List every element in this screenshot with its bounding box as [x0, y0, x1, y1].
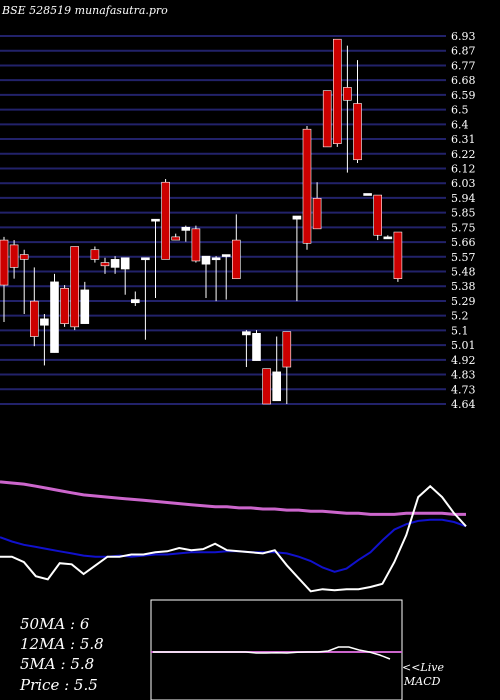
- candle-body: [181, 226, 191, 231]
- candle-body: [90, 249, 100, 260]
- candle-body: [19, 254, 29, 260]
- candle-body: [120, 257, 130, 270]
- price-tick-label: 5.38: [451, 280, 476, 293]
- macd-live-label: <<Live: [402, 661, 444, 674]
- candle-body: [242, 331, 251, 336]
- legend-ma5: 5MA : 5.8: [20, 655, 94, 673]
- price-tick-label: 6.12: [451, 162, 476, 175]
- price-tick-label: 5.75: [451, 221, 476, 234]
- candle-body: [171, 236, 180, 241]
- candle-body: [282, 331, 292, 368]
- candle-body: [141, 257, 150, 261]
- candle-body: [353, 103, 362, 161]
- candle-body: [29, 300, 39, 337]
- price-tick-label: 5.66: [451, 236, 476, 249]
- moving-average-lines: [0, 480, 467, 593]
- price-tick-label: 6.77: [451, 59, 476, 72]
- candle-body: [50, 281, 59, 353]
- candle-body: [343, 87, 352, 101]
- candle-body: [151, 218, 160, 222]
- candle-body: [262, 368, 271, 405]
- price-tick-label: 6.68: [451, 74, 476, 87]
- candle-body: [322, 90, 332, 148]
- price-tick-label: 5.94: [451, 192, 476, 205]
- price-tick-label: 5.48: [451, 266, 476, 279]
- candle-body: [252, 332, 261, 361]
- price-tick-label: 6.4: [451, 118, 469, 131]
- ma50-line: [0, 480, 466, 516]
- price-tick-label: 6.31: [451, 133, 476, 146]
- candle-body: [60, 287, 69, 324]
- candle-body: [272, 371, 282, 402]
- candle-body: [131, 299, 140, 304]
- candle-body: [0, 239, 9, 286]
- price-axis-ticks: 6.93 6.876.77 6.68 6.59 6.56.4 6.31 6.226.12 6.…: [451, 30, 476, 411]
- macd-box: [150, 599, 403, 700]
- price-tick-label: 4.64: [451, 398, 476, 411]
- ma5-line: [0, 484, 467, 593]
- legend-ma12: 12MA : 5.8: [20, 635, 104, 653]
- price-tick-label: 6.03: [451, 177, 476, 190]
- candle-body: [100, 262, 110, 267]
- candle-body: [70, 246, 79, 328]
- candle-body: [161, 181, 170, 260]
- price-tick-label: 5.57: [451, 251, 476, 264]
- price-tick-label: 6.93: [451, 30, 476, 43]
- price-tick-label: 4.92: [451, 354, 476, 367]
- price-tick-label: 5.2: [451, 310, 469, 323]
- candle-body: [302, 128, 312, 244]
- price-tick-label: 6.59: [451, 89, 476, 102]
- candlesticks: [0, 38, 403, 405]
- candle-body: [191, 228, 201, 262]
- candle-body: [312, 198, 322, 230]
- price-tick-label: 6.5: [451, 104, 469, 117]
- candle-body: [393, 231, 403, 279]
- price-tick-label: 4.83: [451, 369, 476, 382]
- candle-body: [363, 193, 372, 196]
- price-tick-label: 5.01: [451, 339, 476, 352]
- macd-signal-line: [153, 646, 391, 660]
- candle-body: [211, 257, 221, 261]
- candle-body: [110, 259, 120, 268]
- price-tick-label: 5.1: [451, 324, 469, 337]
- macd-name-label: MACD: [403, 675, 441, 688]
- candle-body: [373, 194, 383, 236]
- candle-body: [80, 289, 90, 324]
- candle-body: [383, 236, 393, 240]
- legend-ma50: 50MA : 6: [20, 615, 90, 633]
- candle-body: [292, 215, 302, 220]
- candle-body: [9, 244, 19, 268]
- price-tick-label: 6.87: [451, 45, 476, 58]
- legend-price: Price : 5.5: [19, 676, 98, 694]
- candle-body: [201, 255, 211, 265]
- macd-panel: [150, 599, 403, 700]
- candle-body: [232, 239, 241, 279]
- price-tick-label: 6.22: [451, 148, 476, 161]
- price-tick-label: 5.85: [451, 207, 476, 220]
- price-grid: [0, 35, 446, 405]
- price-tick-label: 5.29: [451, 295, 476, 308]
- chart-title: BSE 528519 munafasutra.pro: [1, 4, 168, 17]
- candle-body: [221, 254, 231, 257]
- candle-body: [332, 38, 342, 144]
- price-tick-label: 4.73: [451, 383, 476, 396]
- candle-body: [40, 318, 49, 326]
